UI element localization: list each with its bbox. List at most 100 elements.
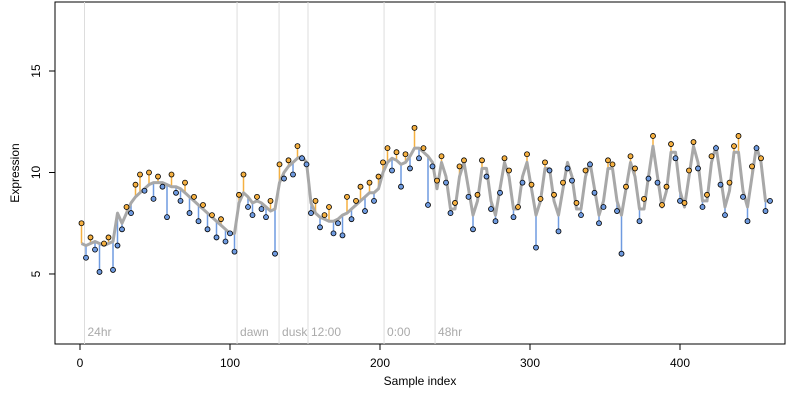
point <box>380 159 386 166</box>
point <box>645 175 652 182</box>
point <box>132 181 139 188</box>
point <box>596 220 602 227</box>
point <box>659 202 665 208</box>
point <box>726 179 733 186</box>
point <box>330 230 337 237</box>
point <box>690 139 697 145</box>
point <box>96 269 103 275</box>
point <box>762 208 769 214</box>
point <box>735 133 742 139</box>
point <box>128 210 134 216</box>
point <box>146 169 152 176</box>
point <box>290 171 296 178</box>
point <box>227 230 233 237</box>
point <box>245 204 251 210</box>
point <box>528 181 535 188</box>
point <box>159 183 166 190</box>
point <box>119 226 125 233</box>
point <box>717 181 724 188</box>
point <box>398 183 404 190</box>
point <box>740 193 746 200</box>
point <box>371 198 377 204</box>
point <box>654 179 661 186</box>
point <box>524 151 530 158</box>
y-tick-label: 5 <box>29 270 43 277</box>
point <box>195 218 202 225</box>
point <box>708 153 715 160</box>
point <box>335 220 341 227</box>
point <box>578 212 584 219</box>
point <box>114 242 121 249</box>
point <box>560 179 566 186</box>
point <box>546 167 553 174</box>
point <box>641 195 647 202</box>
point <box>209 212 215 219</box>
point <box>303 161 310 168</box>
point <box>587 161 593 168</box>
point <box>465 193 472 200</box>
point <box>591 189 598 196</box>
y-tick-label: 15 <box>29 64 43 78</box>
point <box>758 155 764 162</box>
point <box>497 189 503 196</box>
annotation-label: 0:00 <box>387 325 411 339</box>
point <box>632 165 638 172</box>
point <box>164 214 170 221</box>
point <box>753 145 760 152</box>
point <box>470 226 476 233</box>
point <box>650 133 656 139</box>
point <box>474 191 481 198</box>
point <box>308 210 314 216</box>
point <box>110 267 116 273</box>
point <box>200 202 206 208</box>
fit-line <box>80 144 770 248</box>
point <box>389 167 395 174</box>
point <box>123 204 130 210</box>
annotation-label: dawn <box>240 325 269 339</box>
point <box>600 204 607 210</box>
point <box>744 218 751 225</box>
point <box>542 159 548 166</box>
annotation-label: 12:00 <box>311 325 341 339</box>
point <box>429 163 436 170</box>
point <box>182 179 188 186</box>
point <box>672 155 679 162</box>
x-tick-label: 400 <box>670 356 690 370</box>
point <box>222 238 229 245</box>
point <box>636 218 643 225</box>
point <box>609 161 616 168</box>
point <box>326 204 332 210</box>
point <box>177 198 184 204</box>
annotation-label: 24hr <box>88 325 112 339</box>
point <box>519 179 526 186</box>
point <box>236 191 242 198</box>
point <box>312 198 319 204</box>
point <box>366 179 373 186</box>
point <box>506 167 512 174</box>
point <box>348 216 355 223</box>
annotation-label: dusk <box>282 325 308 339</box>
point <box>384 145 391 152</box>
point <box>483 173 490 180</box>
point <box>663 183 670 190</box>
point <box>407 165 413 172</box>
point <box>699 204 706 210</box>
point <box>191 193 197 200</box>
point <box>137 171 143 178</box>
point <box>416 155 422 162</box>
point <box>344 193 350 200</box>
point <box>258 206 265 212</box>
point <box>105 234 112 241</box>
point <box>551 191 557 198</box>
y-tick-label: 10 <box>29 165 43 179</box>
point <box>510 214 517 221</box>
point <box>339 232 346 239</box>
point <box>281 175 287 182</box>
point <box>150 195 157 202</box>
annotation-label: 48hr <box>438 325 462 339</box>
point <box>749 163 755 170</box>
point <box>294 143 301 150</box>
plot-box <box>54 1 786 345</box>
